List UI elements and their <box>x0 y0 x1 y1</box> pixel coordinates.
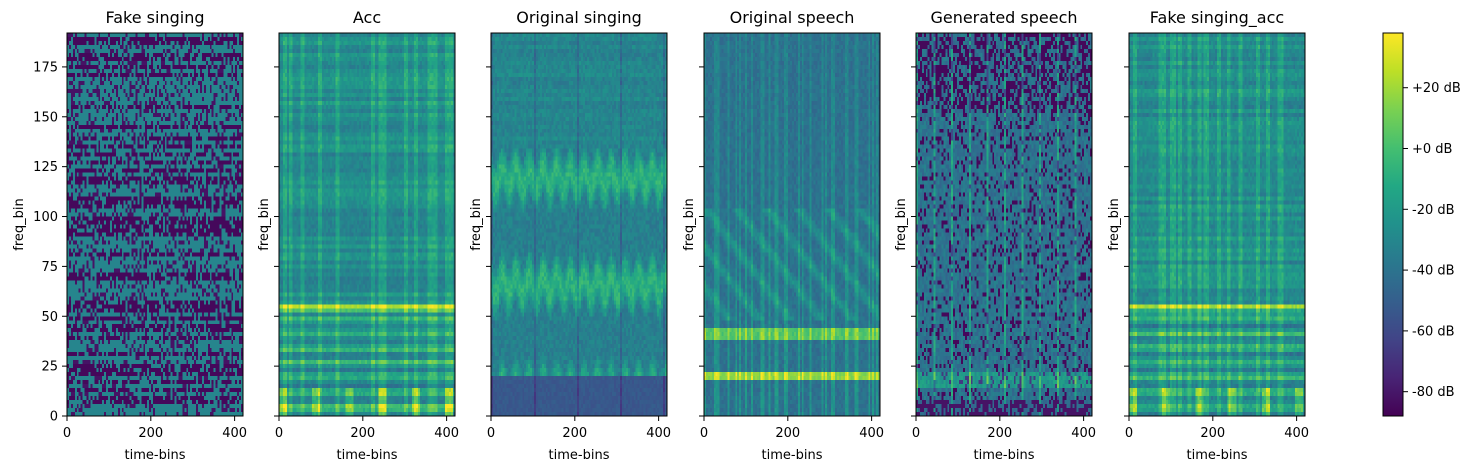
axes-frame <box>490 32 668 417</box>
x-axis-label: time-bins <box>125 448 186 463</box>
y-axis-label: freq_bin <box>257 198 272 251</box>
y-tick-label: 125 <box>33 160 58 175</box>
heatmap-image <box>67 33 243 416</box>
colorbar-tick-label: +0 dB <box>1412 142 1452 157</box>
panel-6: Fake singing_acc 0 200 400 time-bins freq_bin <box>1107 8 1309 463</box>
y-axis-label: freq_bin <box>12 198 27 251</box>
x-tick-label: 200 <box>562 426 587 441</box>
y-tick-label: 100 <box>33 210 58 225</box>
axes-frame <box>1128 32 1306 417</box>
colorbar-tick-label: -80 dB <box>1412 385 1455 400</box>
y-axis-label: freq_bin <box>1107 198 1122 251</box>
x-tick-label: 400 <box>1071 426 1096 441</box>
heatmap-image <box>1129 33 1305 416</box>
panel-title: Acc <box>353 8 381 27</box>
heatmap-image <box>279 33 455 416</box>
x-tick-label: 400 <box>434 426 459 441</box>
x-tick-label: 400 <box>222 426 247 441</box>
x-tick-label: 200 <box>775 426 800 441</box>
panel-title: Fake singing <box>106 8 205 27</box>
x-tick-label: 0 <box>700 426 708 441</box>
x-tick-label: 200 <box>1200 426 1225 441</box>
axes-frame <box>915 32 1093 417</box>
colorbar-tick-label: +20 dB <box>1412 81 1461 96</box>
y-tick-label: 25 <box>41 360 58 375</box>
x-tick-label: 0 <box>912 426 920 441</box>
x-tick-label: 0 <box>487 426 495 441</box>
colorbar-tick-label: -60 dB <box>1412 324 1455 339</box>
panel-2: Acc 0 200 400 time-bins freq_bin <box>257 8 459 463</box>
colorbar-gradient <box>1382 32 1404 417</box>
x-tick-label: 200 <box>987 426 1012 441</box>
axes-frame <box>278 32 456 417</box>
x-axis-label: time-bins <box>1187 448 1248 463</box>
x-tick-label: 200 <box>138 426 163 441</box>
colorbar: +20 dB +0 dB -20 dB -40 dB -60 dB -80 dB <box>1382 32 1461 417</box>
y-tick-label: 50 <box>41 310 58 325</box>
panel-title: Original speech <box>730 8 855 27</box>
x-axis-label: time-bins <box>974 448 1035 463</box>
panel-title: Original singing <box>516 8 642 27</box>
y-axis-label: freq_bin <box>894 198 909 251</box>
panel-title: Fake singing_acc <box>1150 8 1284 28</box>
y-tick-label: 150 <box>33 110 58 125</box>
colorbar-tick-label: -40 dB <box>1412 264 1455 279</box>
panel-5: Generated speech 0 200 400 time-bins freq_bin <box>894 8 1096 463</box>
x-tick-label: 0 <box>63 426 71 441</box>
y-tick-label: 75 <box>41 260 58 275</box>
x-tick-label: 400 <box>859 426 884 441</box>
panel-1: Fake singing 0 200 400 time-bins 0 25 50 75 100 12… <box>12 8 247 463</box>
x-axis-label: time-bins <box>337 448 398 463</box>
x-tick-label: 0 <box>1125 426 1133 441</box>
x-tick-label: 200 <box>350 426 375 441</box>
x-tick-label: 400 <box>1284 426 1309 441</box>
panel-4: Original speech 0 200 400 time-bins freq_bin <box>682 8 884 463</box>
x-axis-label: time-bins <box>549 448 610 463</box>
axes-frame <box>66 32 244 417</box>
x-tick-label: 0 <box>275 426 283 441</box>
x-tick-label: 400 <box>646 426 671 441</box>
panel-title: Generated speech <box>930 8 1077 27</box>
y-axis-label: freq_bin <box>469 198 484 251</box>
panel-3: Original singing 0 200 400 time-bins freq_bin <box>469 8 671 463</box>
axes-frame <box>703 32 881 417</box>
x-axis-label: time-bins <box>762 448 823 463</box>
heatmap-image <box>704 33 880 416</box>
heatmap-image <box>491 33 667 416</box>
y-tick-label: 175 <box>33 60 58 75</box>
y-tick-label: 0 <box>50 410 58 425</box>
y-axis-label: freq_bin <box>682 198 697 251</box>
colorbar-tick-label: -20 dB <box>1412 203 1455 218</box>
heatmap-image <box>916 33 1092 416</box>
